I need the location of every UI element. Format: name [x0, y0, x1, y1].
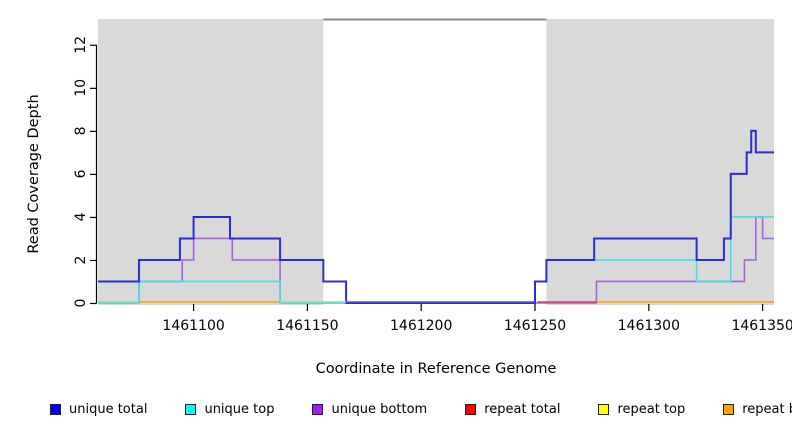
y-tick-label: 0 — [73, 299, 89, 308]
y-tick-label: 2 — [73, 256, 89, 265]
legend-item-unique-top: unique top — [185, 402, 274, 417]
x-tick-label: 1461350 — [731, 318, 792, 334]
legend-item-repeat-bottom: repeat bottom — [723, 402, 792, 417]
x-tick-label: 1461150 — [276, 318, 338, 334]
legend-label: repeat bottom — [742, 401, 792, 417]
x-tick-label: 1461200 — [390, 318, 452, 334]
y-tick-label: 8 — [73, 126, 89, 135]
covered-region-right — [546, 19, 774, 305]
x-tick-label: 1461300 — [618, 318, 680, 334]
y-tick-label: 12 — [73, 36, 89, 54]
legend-label: repeat total — [484, 401, 561, 417]
legend-item-unique-total: unique total — [50, 402, 147, 417]
legend-item-unique-bottom: unique bottom — [312, 402, 427, 417]
legend-label: unique bottom — [331, 401, 428, 417]
series-unique-total — [98, 129, 774, 304]
x-axis-title: Coordinate in Reference Genome — [315, 361, 557, 377]
legend-swatch — [312, 403, 324, 415]
legend-item-repeat-total: repeat total — [465, 402, 560, 417]
y-tick-label: 10 — [73, 79, 89, 97]
legend-item-repeat-top: repeat top — [598, 402, 685, 417]
legend-swatch — [723, 403, 735, 415]
legend-swatch — [50, 403, 61, 415]
x-tick-label: 1461100 — [162, 318, 224, 334]
legend-label: unique total — [69, 401, 148, 417]
x-tick-label: 1461250 — [504, 318, 566, 334]
legend-swatch — [185, 403, 197, 415]
legend-swatch — [598, 403, 610, 415]
y-tick-label: 4 — [73, 212, 89, 221]
legend-label: unique top — [204, 401, 275, 417]
y-tick-label: 6 — [73, 169, 89, 178]
legend-label: repeat top — [617, 401, 686, 417]
covered-region-left — [98, 19, 324, 305]
legend: unique total unique top unique bottom repea… — [50, 398, 792, 420]
legend-swatch — [465, 403, 477, 415]
y-axis-title: Read Coverage Depth — [26, 94, 42, 254]
